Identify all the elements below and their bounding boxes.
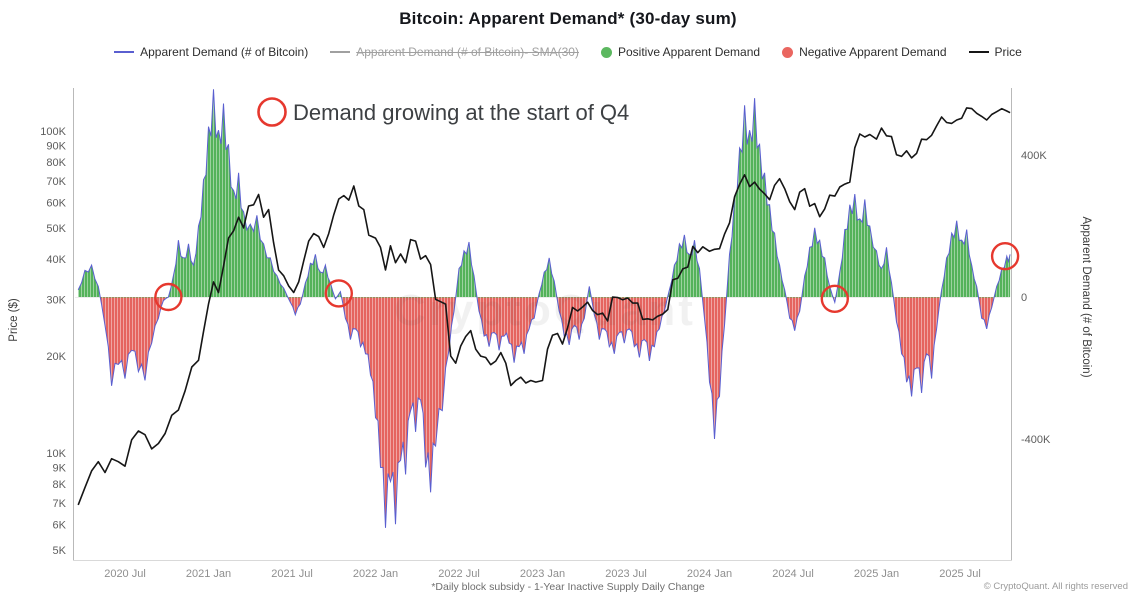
y-left-tick-label: 40K — [46, 254, 66, 266]
x-tick-label: 2025 Jul — [939, 568, 981, 580]
price-line — [77, 107, 1011, 506]
x-tick-label: 2024 Jul — [772, 568, 814, 580]
y-left-tick-label: 70K — [46, 176, 66, 188]
legend-line-icon-apparent-demand-sma — [330, 51, 351, 53]
legend-item-negative-demand[interactable]: Negative Apparent Demand — [782, 45, 947, 59]
right-axis-title: Apparent Demand (# of Bitcoin) — [1080, 216, 1092, 378]
x-tick-label: 2023 Jul — [605, 568, 647, 580]
y-left-tick-label: 9K — [53, 463, 67, 475]
y-right-tick-label: -400K — [1021, 434, 1051, 446]
y-right-tick-label: 400K — [1021, 150, 1047, 162]
legend: Apparent Demand (# of Bitcoin) Apparent D… — [0, 45, 1136, 59]
series-layer — [77, 89, 1011, 528]
highlight-circle — [324, 279, 353, 308]
y-left-tick-label: 20K — [46, 351, 66, 363]
legend-label-apparent-demand: Apparent Demand (# of Bitcoin) — [140, 45, 309, 59]
y-left-tick-label: 5K — [53, 545, 67, 557]
watermark: CryptoQuant — [394, 286, 696, 335]
legend-item-apparent-demand-sma[interactable]: Apparent Demand (# of Bitcoin)- SMA(30) — [330, 45, 579, 59]
x-tick-label: 2025 Jan — [854, 568, 899, 580]
legend-dot-icon-negative-demand — [782, 46, 794, 58]
annotation-text: Demand growing at the start of Q4 — [293, 100, 629, 125]
y-left-tick-label: 100K — [40, 126, 66, 138]
legend-label-price: Price — [994, 45, 1022, 59]
legend-item-positive-demand[interactable]: Positive Apparent Demand — [600, 45, 761, 59]
x-tick-label: 2021 Jan — [186, 568, 231, 580]
demand-area-negative — [100, 297, 995, 528]
y-left-tick-label: 7K — [53, 498, 67, 510]
y-left-tick-label: 80K — [46, 157, 66, 169]
legend-label-positive-demand: Positive Apparent Demand — [617, 45, 761, 59]
highlight-circle — [820, 284, 849, 313]
highlight-circle — [990, 242, 1020, 271]
chart-title: Bitcoin: Apparent Demand* (30-day sum) — [399, 9, 737, 28]
x-tick-label: 2023 Jan — [520, 568, 565, 580]
y-left-tick-label: 6K — [53, 519, 67, 531]
legend-label-apparent-demand-sma: Apparent Demand (# of Bitcoin)- SMA(30) — [356, 45, 579, 59]
footnote: *Daily block subsidy - 1-Year Inactive S… — [431, 581, 705, 593]
y-left-tick-label: 50K — [46, 223, 66, 235]
highlight-circle — [154, 282, 183, 312]
legend-line-icon-price — [968, 51, 989, 53]
copyright: © CryptoQuant. All rights reserved — [983, 581, 1128, 592]
legend-item-price[interactable]: Price — [968, 45, 1022, 59]
x-tick-label: 2021 Jul — [271, 568, 313, 580]
y-left-tick-label: 30K — [46, 294, 66, 306]
y-left-tick-label: 60K — [46, 197, 66, 209]
left-axis-title: Price ($) — [8, 298, 20, 342]
annotation-circle-icon — [257, 97, 287, 127]
y-left-tick-label: 8K — [53, 479, 67, 491]
x-tick-label: 2020 Jul — [104, 568, 146, 580]
axes-layer: 100K 90K 80K 70K 60K 50K 40K 30K 20K 10K 9K 8K 7K 6K 5… — [40, 88, 1051, 580]
y-left-tick-label: 90K — [46, 141, 66, 153]
x-tick-label: 2022 Jan — [353, 568, 398, 580]
legend-label-negative-demand: Negative Apparent Demand — [799, 45, 947, 59]
legend-line-icon-apparent-demand — [114, 51, 135, 53]
legend-item-apparent-demand[interactable]: Apparent Demand (# of Bitcoin) — [114, 45, 308, 59]
y-left-tick-label: 10K — [46, 448, 66, 460]
y-right-tick-label: 0 — [1021, 292, 1027, 304]
x-tick-label: 2022 Jul — [438, 568, 480, 580]
demand-line — [77, 89, 1011, 528]
legend-dot-icon-positive-demand — [600, 46, 612, 58]
annotations-layer: CryptoQuant Demand growing at the start o… — [154, 97, 1020, 335]
x-tick-label: 2024 Jan — [687, 568, 732, 580]
